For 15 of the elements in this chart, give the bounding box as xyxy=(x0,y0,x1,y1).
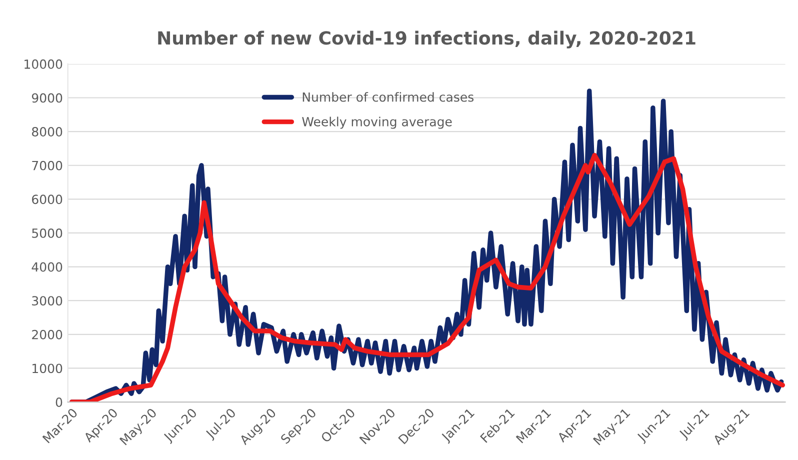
y-tick-label: 2000 xyxy=(32,330,62,340)
line-series xyxy=(69,152,785,402)
legend-label: Weekly moving average xyxy=(302,116,452,129)
y-tick-label: 9000 xyxy=(32,93,62,103)
y-tick-label: 1000 xyxy=(32,364,62,374)
y-tick-label: 6000 xyxy=(32,194,62,204)
y-tick-label: 5000 xyxy=(32,228,62,238)
y-tick-label: 7000 xyxy=(32,160,62,170)
y-tick-label: 3000 xyxy=(32,296,62,306)
y-tick-label: 0 xyxy=(56,398,62,407)
legend-label: Number of confirmed cases xyxy=(302,92,474,102)
y-tick-label: 4000 xyxy=(32,262,62,272)
y-tick-label: 10000 xyxy=(24,59,62,69)
chart-title: Number of new Covid-19 infections, daily, 2020-2021 xyxy=(158,30,696,48)
y-tick-label: 8000 xyxy=(32,127,62,136)
